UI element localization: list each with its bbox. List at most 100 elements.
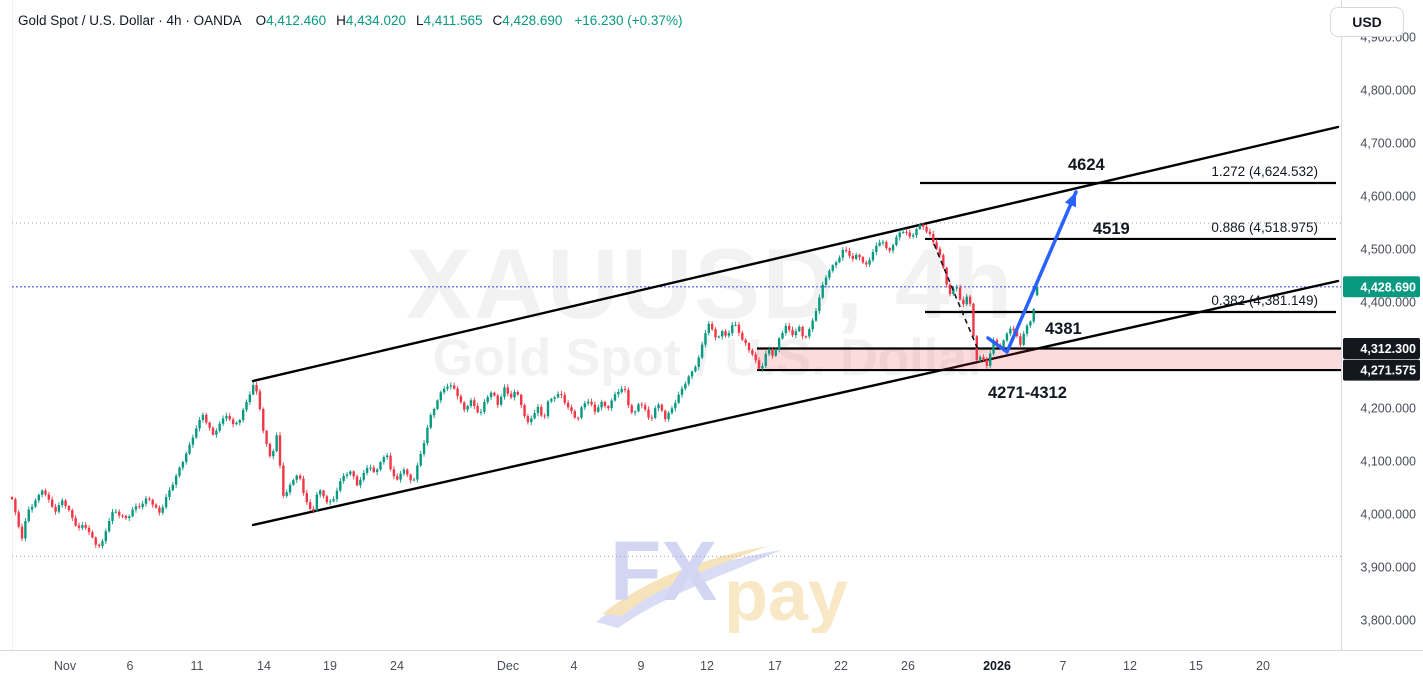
- fib-level-label-1.272: 1.272 (4,624.532): [1211, 164, 1318, 179]
- fib-level-label-0.382: 0.382 (4,381.149): [1211, 293, 1318, 308]
- candle-body: [332, 499, 335, 502]
- dashed-decline-line[interactable]: [933, 243, 980, 353]
- candle-body: [453, 385, 456, 389]
- candle-body: [861, 257, 865, 263]
- candle-body: [399, 473, 402, 480]
- candle-body: [560, 394, 563, 396]
- candle-body: [44, 490, 47, 495]
- price-tick-label: 4,000.000: [1360, 508, 1416, 522]
- candle-body: [141, 503, 144, 508]
- candle-body: [928, 231, 932, 235]
- candle-body: [61, 500, 64, 506]
- candle-body: [573, 411, 576, 418]
- candle-body: [10, 497, 14, 500]
- candle-body: [118, 511, 121, 516]
- candle-body: [312, 508, 315, 511]
- candle-body: [185, 453, 188, 462]
- candle-body: [895, 237, 898, 246]
- channel-lower-trendline[interactable]: [251, 279, 1340, 527]
- candle-body: [506, 387, 509, 394]
- candle-body: [660, 404, 664, 411]
- candle-body: [416, 465, 419, 480]
- price-axis[interactable]: 4,900.0004,800.0004,700.0004,600.0004,50…: [1341, 0, 1421, 650]
- candle-body: [235, 422, 238, 425]
- candle-body: [322, 490, 325, 497]
- candle-body: [201, 414, 205, 420]
- close-value: 4,428.690: [502, 13, 563, 28]
- candle-body: [580, 407, 583, 418]
- candle-body: [499, 396, 503, 405]
- support-zone-rect[interactable]: [757, 348, 1341, 371]
- symbol-title[interactable]: Gold Spot / U.S. Dollar · 4h · OANDA: [18, 13, 242, 28]
- candle-body: [942, 255, 945, 268]
- candle-body: [121, 515, 124, 517]
- candle-body: [1002, 340, 1005, 348]
- candle-body: [231, 419, 235, 425]
- candle-body: [938, 248, 942, 256]
- candle-body: [647, 409, 650, 418]
- candle-body: [275, 435, 278, 452]
- candle-body: [288, 484, 292, 493]
- candle-body: [298, 475, 302, 479]
- candle-body: [851, 255, 855, 259]
- candle-body: [613, 394, 617, 401]
- candle-body: [379, 462, 382, 470]
- candle-body: [483, 402, 486, 412]
- candle-body: [268, 443, 272, 457]
- candle-body: [111, 512, 114, 522]
- time-axis[interactable]: Nov 6 11 14 19 24 Dec 4 9 12 17 22 26 2026 7 12 15 20: [0, 650, 1423, 674]
- candle-body: [71, 510, 74, 518]
- candle-body: [188, 444, 191, 454]
- candle-body: [339, 481, 342, 491]
- candle-body: [27, 509, 30, 522]
- candle-body: [566, 402, 570, 408]
- candle-body: [721, 331, 724, 337]
- candle-body: [607, 406, 610, 409]
- candle-body: [774, 349, 777, 356]
- candle-body: [476, 405, 479, 413]
- candle-body: [429, 415, 432, 428]
- candle-body: [540, 407, 543, 416]
- candle-body: [901, 231, 905, 233]
- candle-body: [952, 288, 955, 295]
- candle-body: [335, 490, 339, 500]
- candle-body: [14, 499, 17, 513]
- candlestick-series: [10, 222, 1039, 549]
- candle-body: [637, 404, 640, 412]
- candle-body: [40, 490, 44, 495]
- time-tick-label-19: 19: [323, 659, 337, 673]
- candle-body: [436, 400, 439, 409]
- candle-body: [1019, 336, 1022, 345]
- candle-body: [747, 343, 751, 351]
- candle-body: [148, 498, 151, 500]
- candle-body: [34, 500, 37, 507]
- channel-upper-trendline[interactable]: [251, 125, 1340, 383]
- candle-body: [1009, 328, 1012, 334]
- candle-body: [215, 430, 218, 435]
- candle-body: [657, 404, 660, 409]
- projection-arrow[interactable]: [986, 190, 1078, 354]
- candle-body: [315, 494, 319, 511]
- price-tick-label: 3,900.000: [1360, 561, 1416, 575]
- candle-body: [948, 284, 952, 295]
- candle-body: [47, 494, 51, 500]
- candle-body: [737, 324, 741, 333]
- candle-body: [171, 484, 174, 491]
- candle-body: [369, 467, 372, 469]
- candle-body: [24, 521, 27, 539]
- currency-button[interactable]: USD: [1330, 7, 1404, 37]
- candle-body: [784, 325, 788, 333]
- candle-body: [627, 389, 630, 406]
- price-tick-label: 4,600.000: [1360, 190, 1416, 204]
- ohlc-open: O4,412.460: [256, 13, 327, 28]
- candle-body: [352, 471, 355, 477]
- candle-body: [1029, 321, 1032, 326]
- candle-body: [469, 400, 473, 407]
- candle-body: [94, 537, 97, 545]
- candle-body: [54, 506, 57, 512]
- candle-body: [258, 391, 262, 410]
- candle-body: [1022, 333, 1025, 345]
- candle-body: [888, 248, 891, 251]
- candle-body: [556, 394, 560, 398]
